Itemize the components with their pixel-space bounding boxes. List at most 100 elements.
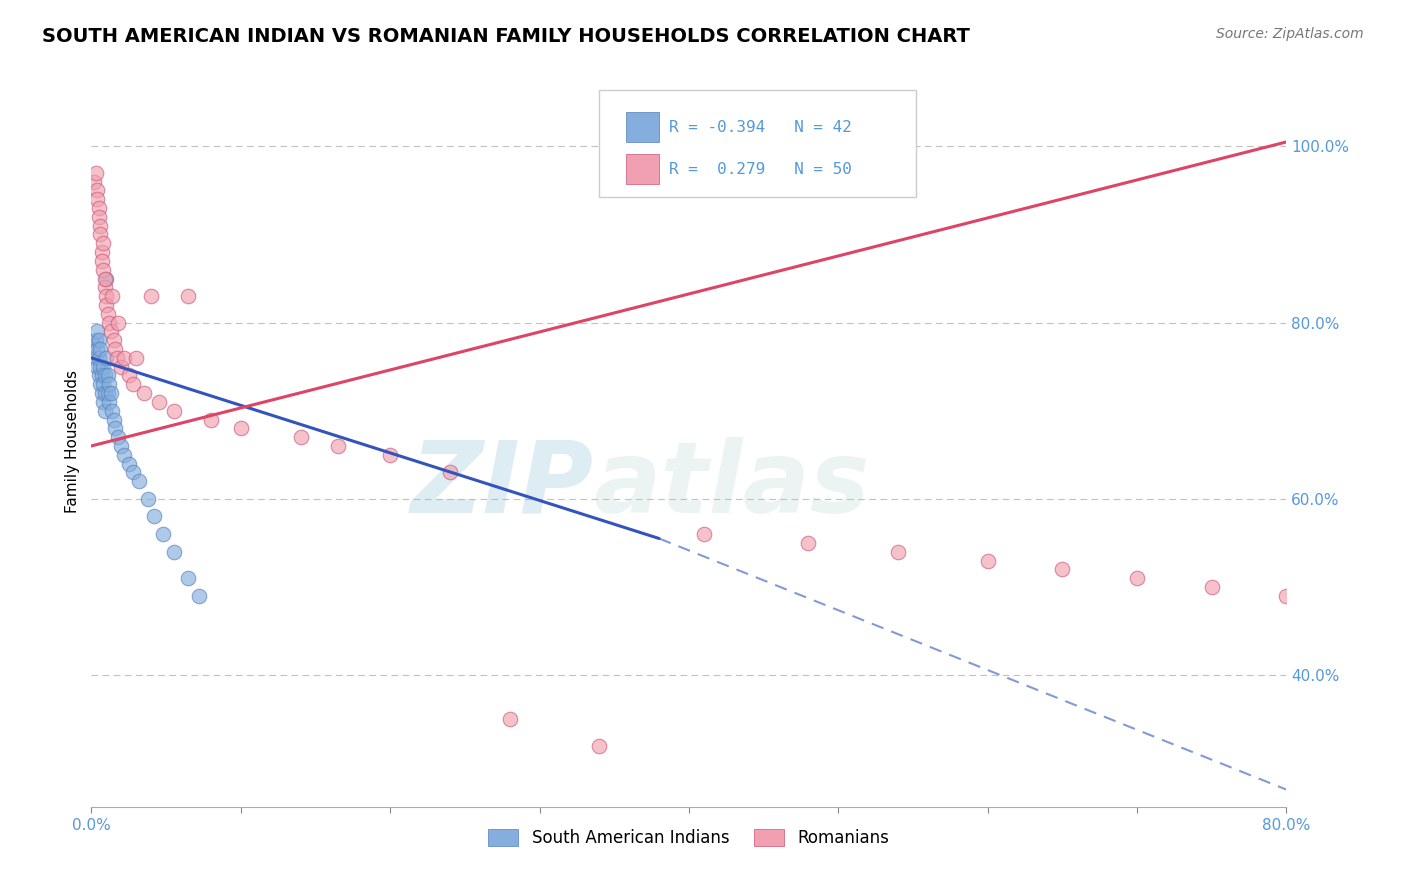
Point: [84, 333, 107, 347]
Point: [112, 448, 135, 462]
Point: [89, 219, 111, 233]
Point: [97, 368, 120, 383]
Text: R = -0.394   N = 42: R = -0.394 N = 42: [669, 120, 852, 135]
Point: [84, 351, 107, 365]
Point: [94, 280, 117, 294]
Point: [439, 466, 461, 480]
Point: [125, 351, 148, 365]
Text: Source: ZipAtlas.com: Source: ZipAtlas.com: [1216, 27, 1364, 41]
Point: [86, 183, 108, 197]
Point: [141, 289, 163, 303]
Point: [90, 253, 112, 268]
Point: [177, 289, 200, 303]
Point: [90, 368, 112, 383]
Point: [118, 368, 141, 383]
Point: [1126, 571, 1149, 585]
Point: [128, 474, 150, 488]
Point: [93, 236, 115, 251]
Point: [162, 544, 184, 558]
Point: [96, 289, 118, 303]
FancyBboxPatch shape: [626, 112, 659, 142]
Point: [100, 325, 122, 339]
Point: [90, 245, 112, 260]
Text: ZIP: ZIP: [411, 437, 593, 534]
Point: [84, 166, 107, 180]
Point: [229, 421, 252, 435]
Point: [290, 430, 312, 444]
Point: [97, 307, 120, 321]
Point: [96, 271, 118, 285]
Point: [104, 342, 127, 356]
Point: [98, 395, 121, 409]
Point: [89, 377, 111, 392]
Point: [86, 325, 108, 339]
Point: [162, 403, 184, 417]
FancyBboxPatch shape: [599, 90, 917, 196]
Point: [94, 368, 117, 383]
Text: SOUTH AMERICAN INDIAN VS ROMANIAN FAMILY HOUSEHOLDS CORRELATION CHART: SOUTH AMERICAN INDIAN VS ROMANIAN FAMILY…: [42, 27, 970, 45]
Point: [89, 227, 111, 242]
Point: [87, 201, 110, 215]
Y-axis label: Family Households: Family Households: [65, 370, 80, 513]
Point: [112, 351, 135, 365]
Point: [122, 377, 145, 392]
Point: [588, 739, 610, 753]
Point: [94, 403, 117, 417]
Point: [118, 457, 141, 471]
Point: [96, 351, 118, 365]
Point: [94, 271, 117, 285]
Legend: South American Indians, Romanians: South American Indians, Romanians: [482, 822, 896, 854]
Point: [105, 351, 128, 365]
Point: [87, 351, 110, 365]
Point: [1275, 589, 1298, 603]
Point: [90, 386, 112, 401]
Point: [89, 359, 111, 374]
Point: [132, 386, 155, 401]
Point: [87, 210, 110, 224]
FancyBboxPatch shape: [626, 154, 659, 184]
Point: [86, 192, 108, 206]
Point: [107, 316, 129, 330]
Point: [976, 553, 998, 567]
Point: [1052, 562, 1074, 576]
Point: [93, 359, 115, 374]
Point: [200, 412, 222, 426]
Point: [887, 544, 910, 558]
Point: [107, 430, 129, 444]
Text: atlas: atlas: [593, 437, 870, 534]
Point: [326, 439, 349, 453]
Point: [1201, 580, 1223, 594]
Point: [96, 298, 118, 312]
Point: [103, 333, 125, 347]
Point: [103, 412, 125, 426]
Point: [380, 448, 402, 462]
Point: [94, 386, 117, 401]
Point: [89, 342, 111, 356]
Point: [177, 571, 200, 585]
Point: [499, 712, 522, 726]
Point: [152, 527, 174, 541]
Point: [86, 342, 108, 356]
Point: [101, 403, 124, 417]
Text: R =  0.279   N = 50: R = 0.279 N = 50: [669, 161, 852, 177]
Point: [122, 466, 145, 480]
Point: [188, 589, 211, 603]
Point: [797, 536, 820, 550]
Point: [93, 377, 115, 392]
Point: [83, 175, 105, 189]
Point: [86, 359, 108, 374]
Point: [101, 289, 124, 303]
Point: [110, 439, 132, 453]
Point: [100, 386, 122, 401]
Point: [98, 377, 121, 392]
Point: [104, 421, 127, 435]
Point: [93, 395, 115, 409]
Point: [87, 368, 110, 383]
Point: [93, 262, 115, 277]
Point: [148, 395, 170, 409]
Point: [693, 527, 716, 541]
Point: [98, 316, 121, 330]
Point: [83, 337, 105, 351]
Point: [97, 386, 120, 401]
Point: [143, 509, 166, 524]
